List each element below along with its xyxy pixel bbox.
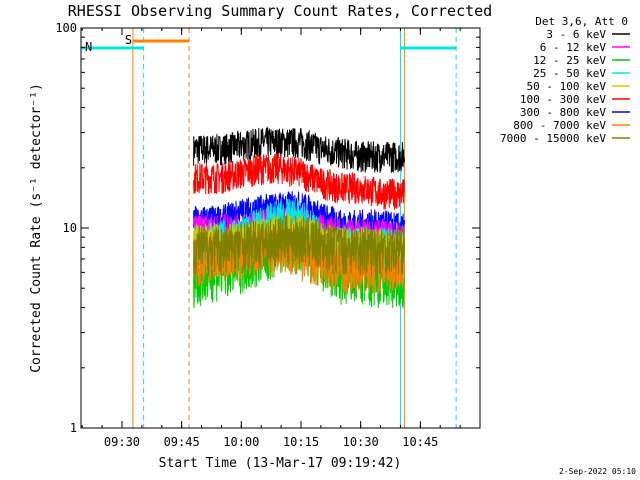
x-tick-label: 09:45 bbox=[164, 435, 200, 449]
x-tick-label: 10:00 bbox=[223, 435, 259, 449]
legend-entry-label: 6 - 12 keV bbox=[540, 41, 607, 54]
x-tick-label: 10:15 bbox=[283, 435, 319, 449]
series-line-0 bbox=[193, 126, 405, 173]
legend-entry-label: 12 - 25 keV bbox=[533, 54, 606, 67]
y-axis-label: Corrected Count Rate (s⁻¹ detector⁻¹) bbox=[29, 83, 44, 373]
legend-entry-label: 50 - 100 keV bbox=[527, 80, 607, 93]
y-tick-label: 1 bbox=[70, 421, 77, 435]
legend-entry-label: 7000 - 15000 keV bbox=[500, 132, 606, 145]
x-tick-label: 10:30 bbox=[343, 435, 379, 449]
y-tick-label: 100 bbox=[55, 21, 77, 35]
series-line-1 bbox=[193, 153, 405, 211]
x-axis-label: Start Time (13-Mar-17 09:19:42) bbox=[159, 456, 402, 471]
plot-area: SN bbox=[80, 28, 457, 428]
y-tick-label: 10 bbox=[63, 221, 77, 235]
legend-entry-label: 800 - 7000 keV bbox=[513, 119, 606, 132]
annotation-label-saa: S bbox=[125, 33, 132, 47]
footer-date: 2-Sep-2022 05:10 bbox=[559, 467, 636, 476]
legend-entry-label: 300 - 800 keV bbox=[520, 106, 606, 119]
chart-title: RHESSI Observing Summary Count Rates, Co… bbox=[68, 2, 492, 20]
x-tick-label: 09:30 bbox=[104, 435, 140, 449]
legend-entry-label: 100 - 300 keV bbox=[520, 93, 606, 106]
legend-entry-label: 3 - 6 keV bbox=[546, 28, 606, 41]
x-tick-label: 10:45 bbox=[402, 435, 438, 449]
axes: 09:30 09:45 10:00 10:15 10:30 10:45 1 10 100 bbox=[55, 21, 481, 449]
annotation-label-night: N bbox=[85, 40, 92, 54]
series-line-8 bbox=[193, 215, 405, 276]
legend-header: Det 3,6, Att 0 bbox=[535, 15, 628, 28]
legend-entry-label: 25 - 50 keV bbox=[533, 67, 606, 80]
